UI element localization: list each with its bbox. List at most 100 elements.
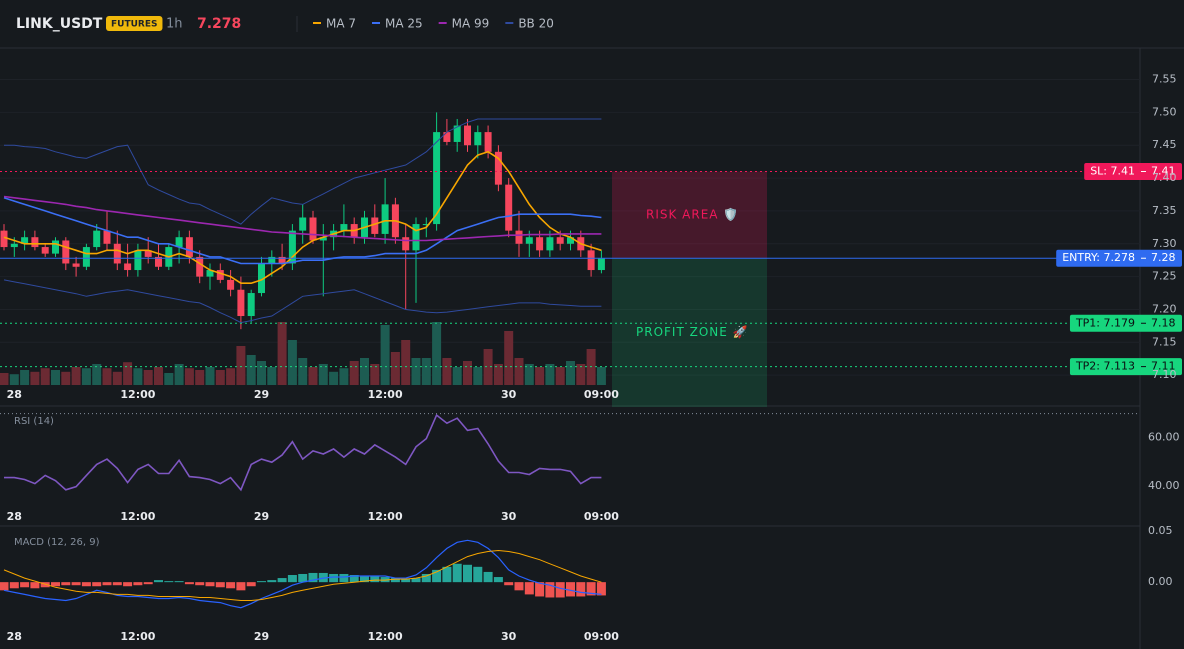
candle-body bbox=[505, 184, 513, 231]
histogram-bar bbox=[267, 580, 277, 583]
y-tick-label: 7.50 bbox=[1152, 105, 1177, 118]
candle-body bbox=[288, 230, 296, 264]
volume-bar bbox=[102, 368, 112, 385]
x-tick-label: 29 bbox=[254, 510, 269, 523]
histogram-bar bbox=[411, 578, 421, 583]
candle-body bbox=[82, 247, 90, 267]
candle-body bbox=[113, 243, 121, 264]
histogram-bar bbox=[123, 582, 133, 587]
candle-body bbox=[525, 237, 533, 244]
y-tick-label: 7.40 bbox=[1152, 171, 1177, 184]
pane-title: MACD (12, 26, 9) bbox=[14, 537, 100, 548]
volume-bar bbox=[81, 368, 91, 385]
histogram-bar bbox=[257, 581, 266, 583]
risk-zone bbox=[612, 171, 767, 259]
volume-bar bbox=[30, 371, 40, 385]
histogram-bar bbox=[493, 577, 503, 583]
candle-body bbox=[422, 224, 430, 226]
histogram-bar bbox=[535, 582, 545, 597]
level-label: TP2: 7.113 bbox=[1075, 360, 1135, 373]
candle-body bbox=[10, 243, 18, 248]
legend-label: MA 99 bbox=[452, 17, 490, 31]
volume-bar bbox=[463, 361, 472, 385]
candle-body bbox=[340, 224, 348, 231]
volume-bar bbox=[329, 371, 339, 385]
volume-bar bbox=[123, 362, 133, 385]
volume-bar bbox=[133, 368, 143, 385]
histogram-bar bbox=[329, 573, 339, 583]
x-tick-label: 09:00 bbox=[584, 510, 619, 523]
x-tick-label: 12:00 bbox=[368, 630, 403, 643]
x-tick-label: 30 bbox=[501, 510, 517, 523]
volume-bar bbox=[287, 340, 297, 385]
candle-body bbox=[597, 258, 605, 271]
histogram-bar bbox=[164, 581, 174, 583]
level-value: 7.18 bbox=[1151, 316, 1176, 329]
badge: FUTURES bbox=[111, 20, 157, 30]
indicator-line bbox=[3, 195, 602, 242]
volume-bar bbox=[390, 352, 400, 385]
histogram-bar bbox=[298, 573, 308, 583]
histogram-bar bbox=[51, 582, 60, 587]
histogram-bar bbox=[102, 582, 112, 586]
histogram-bar bbox=[133, 582, 143, 586]
histogram-bar bbox=[174, 581, 184, 583]
candle-body bbox=[237, 289, 245, 317]
pane-title: RSI (14) bbox=[14, 416, 54, 427]
level-box bbox=[1056, 249, 1182, 267]
signal-line bbox=[3, 549, 602, 601]
y-tick-label: 7.20 bbox=[1152, 302, 1177, 315]
volume-bar bbox=[61, 371, 71, 385]
indicator-line bbox=[4, 118, 602, 225]
histogram-bar bbox=[277, 578, 287, 583]
indicator-line bbox=[3, 279, 602, 324]
x-tick-label: 12:00 bbox=[368, 388, 403, 401]
volume-bar bbox=[236, 346, 246, 385]
x-tick-label: 28 bbox=[7, 630, 22, 643]
x-tick-label: 12:00 bbox=[368, 510, 403, 523]
histogram-bar bbox=[421, 573, 431, 583]
profit-zone bbox=[612, 258, 767, 407]
histogram-bar bbox=[184, 582, 194, 585]
interval: 1h bbox=[166, 17, 183, 32]
legend-label: MA 7 bbox=[326, 17, 356, 31]
volume-bar bbox=[226, 368, 236, 385]
histogram-bar bbox=[576, 582, 586, 597]
x-tick-label: 30 bbox=[501, 630, 517, 643]
candle-body bbox=[185, 237, 193, 257]
volume-bar bbox=[318, 364, 328, 385]
volume-bar bbox=[92, 364, 102, 385]
legend-label: MA 25 bbox=[385, 17, 423, 31]
volume-bar bbox=[339, 368, 349, 385]
volume-bar bbox=[493, 364, 503, 385]
volume-bar bbox=[514, 358, 524, 385]
volume-bar bbox=[483, 349, 493, 385]
level-label: ENTRY: 7.278 bbox=[1062, 251, 1135, 264]
volume-bar bbox=[380, 325, 390, 385]
histogram-bar bbox=[463, 564, 472, 583]
y-tick-label: 60.00 bbox=[1148, 431, 1180, 444]
symbol: LINK_USDT bbox=[16, 16, 103, 32]
histogram-bar bbox=[370, 576, 380, 583]
candle-body bbox=[196, 256, 204, 277]
level-box bbox=[1084, 163, 1182, 181]
level-value: 7.11 bbox=[1151, 360, 1176, 373]
last-price: 7.278 bbox=[197, 16, 241, 32]
histogram-bar bbox=[452, 563, 462, 583]
volume-bar bbox=[246, 355, 256, 385]
y-tick-label: 7.30 bbox=[1152, 237, 1177, 250]
histogram-bar bbox=[545, 582, 555, 598]
histogram-bar bbox=[360, 576, 369, 583]
candle-body bbox=[103, 230, 111, 244]
candle-body bbox=[299, 217, 307, 231]
volume-bar bbox=[71, 367, 81, 385]
candle-body bbox=[319, 237, 327, 241]
candle-body bbox=[453, 125, 461, 142]
volume-bar bbox=[535, 367, 545, 385]
candle-body bbox=[227, 279, 235, 290]
y-tick-label: 7.25 bbox=[1152, 270, 1177, 283]
volume-bar bbox=[277, 322, 287, 385]
volume-bar bbox=[349, 361, 359, 385]
histogram-bar bbox=[0, 582, 9, 591]
